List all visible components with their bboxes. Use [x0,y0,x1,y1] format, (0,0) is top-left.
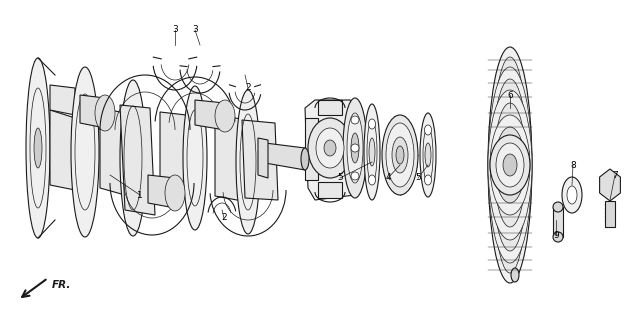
Ellipse shape [492,79,528,251]
Ellipse shape [488,67,532,263]
Ellipse shape [562,177,582,213]
Text: 8: 8 [570,160,576,169]
Ellipse shape [567,186,577,204]
Polygon shape [148,175,175,208]
Text: 2: 2 [245,84,251,92]
Polygon shape [305,100,358,200]
Polygon shape [160,112,195,200]
Ellipse shape [496,143,524,187]
Polygon shape [605,201,615,227]
Ellipse shape [503,154,517,176]
Polygon shape [600,169,620,201]
Ellipse shape [425,143,431,167]
Ellipse shape [495,127,525,203]
Polygon shape [80,95,105,128]
Polygon shape [318,100,342,115]
Text: FR.: FR. [52,280,72,290]
Ellipse shape [215,100,235,132]
Ellipse shape [364,104,380,200]
Ellipse shape [490,135,530,195]
Ellipse shape [511,268,519,282]
Ellipse shape [369,138,375,166]
Ellipse shape [494,103,526,227]
Ellipse shape [71,67,99,237]
Text: 5: 5 [415,173,421,183]
Polygon shape [553,207,563,237]
Ellipse shape [351,133,359,163]
Ellipse shape [347,113,363,183]
Ellipse shape [120,80,146,236]
Ellipse shape [351,172,359,180]
Ellipse shape [553,232,563,242]
Polygon shape [318,182,342,198]
Text: 6: 6 [507,90,513,100]
Polygon shape [215,115,248,202]
Ellipse shape [420,113,436,197]
Ellipse shape [34,128,42,168]
Ellipse shape [369,119,376,129]
Text: 3: 3 [172,26,178,35]
Polygon shape [265,143,305,170]
Ellipse shape [324,140,336,156]
Polygon shape [100,108,125,195]
Ellipse shape [236,90,260,234]
Ellipse shape [424,125,431,135]
Text: 9: 9 [553,231,559,240]
Ellipse shape [95,95,115,131]
Ellipse shape [301,148,309,170]
Ellipse shape [183,86,207,230]
Ellipse shape [386,123,414,187]
Ellipse shape [165,175,185,211]
Polygon shape [305,118,318,180]
Text: 3: 3 [192,26,198,35]
Ellipse shape [396,146,404,164]
Ellipse shape [424,175,431,185]
Ellipse shape [351,116,359,124]
Polygon shape [195,100,225,130]
Ellipse shape [382,115,418,195]
Text: 2: 2 [221,213,227,222]
Ellipse shape [392,137,408,173]
Ellipse shape [488,47,532,283]
Polygon shape [50,110,75,190]
Ellipse shape [316,128,344,168]
Ellipse shape [492,57,528,273]
Polygon shape [258,138,268,178]
Polygon shape [120,105,155,215]
Ellipse shape [490,115,530,215]
Ellipse shape [488,90,532,240]
Ellipse shape [369,175,376,185]
Polygon shape [242,120,278,200]
Ellipse shape [26,58,50,238]
Ellipse shape [308,118,352,178]
Text: 5: 5 [337,173,343,183]
Text: 4: 4 [385,173,391,183]
Ellipse shape [553,202,563,212]
Ellipse shape [343,98,367,198]
Ellipse shape [351,144,359,152]
Text: 7: 7 [612,170,618,179]
Text: 1: 1 [137,191,143,199]
Polygon shape [50,85,75,115]
